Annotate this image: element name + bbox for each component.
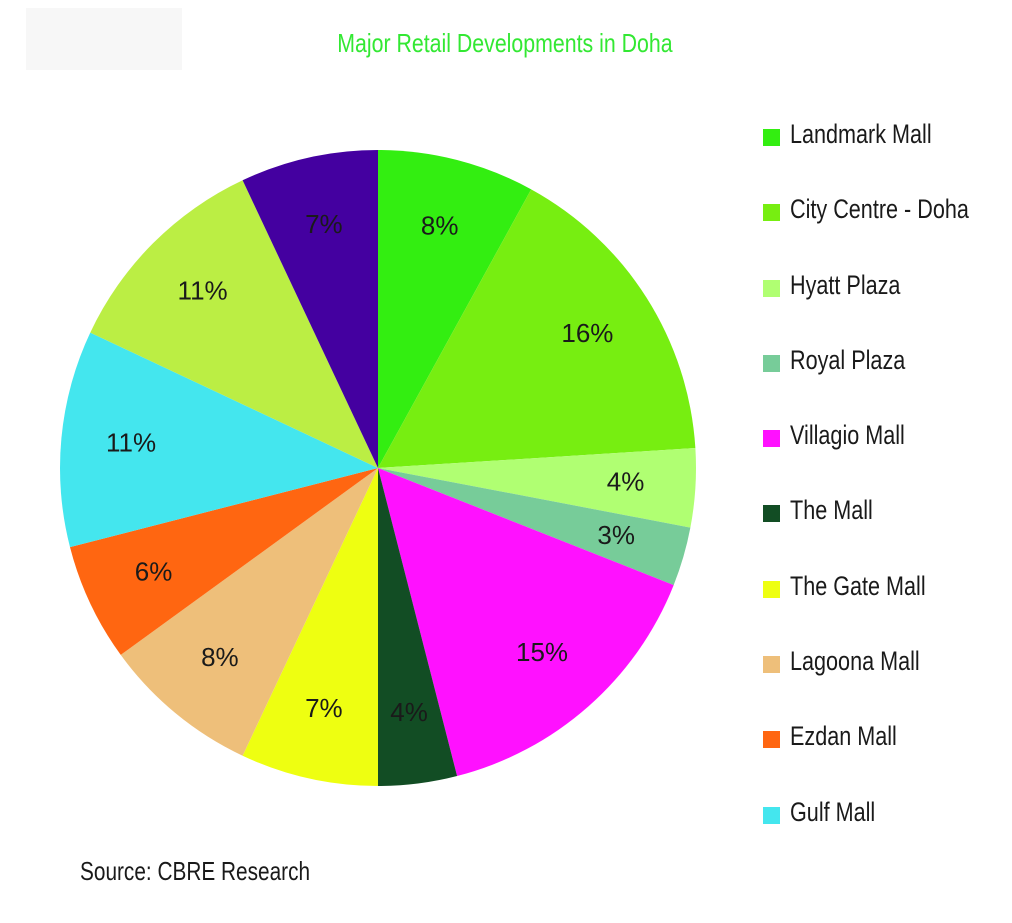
legend-label: Ezdan Mall [790, 721, 897, 752]
chart-title: Major Retail Developments in Doha [337, 28, 673, 58]
pie-slice-9 [69, 468, 379, 655]
slice-value-label-10: 11% [106, 428, 156, 458]
pie-slice-4 [378, 468, 691, 586]
legend-label: Landmark Mall [790, 119, 932, 149]
pie-slice-11 [90, 180, 378, 468]
slice-value-label-3: 4% [607, 466, 645, 496]
legend-label: The Gate Mall [790, 570, 926, 601]
pie-slice-10 [59, 332, 378, 548]
legend-item: Ezdan Mall [763, 718, 1012, 793]
slice-value-label-5: 15% [516, 637, 568, 667]
pie-slice-3 [378, 448, 696, 528]
legend-swatch [763, 354, 780, 372]
legend-item: Hyatt Plaza [763, 267, 1012, 342]
legend-swatch [763, 279, 780, 297]
legend: Landmark Mall City Centre - Doha Hyatt Pla… [763, 116, 1012, 869]
source-note: Source: CBRE Research [80, 856, 311, 886]
slice-value-label-2: 16% [561, 318, 613, 348]
legend-swatch [763, 505, 780, 523]
corner-placeholder [26, 8, 182, 70]
pie-slice-2 [378, 189, 696, 468]
legend-item: Gulf Mall [763, 794, 1012, 869]
legend-swatch [763, 806, 780, 824]
legend-label: Gulf Mall [790, 796, 876, 827]
legend-item: Lagoona Mall [763, 643, 1012, 718]
slice-value-label-1: 8% [421, 211, 459, 241]
legend-item: The Gate Mall [763, 568, 1012, 643]
pie-slice-12 [242, 150, 378, 468]
legend-label: The Mall [790, 495, 873, 526]
pie-slice-6 [378, 468, 458, 786]
pie-slice-7 [242, 468, 378, 786]
slice-value-label-9: 6% [135, 556, 173, 586]
legend-label: City Centre - Doha [790, 194, 969, 225]
legend-swatch [763, 656, 780, 674]
legend-label: Lagoona Mall [790, 646, 920, 677]
slice-value-label-6: 4% [390, 697, 428, 727]
legend-item: Landmark Mall [763, 116, 1012, 191]
slice-value-label-7: 7% [305, 693, 343, 723]
legend-item: Villagio Mall [763, 417, 1012, 492]
legend-item: Royal Plaza [763, 342, 1012, 417]
legend-swatch [763, 430, 780, 448]
legend-swatch [763, 580, 780, 598]
legend-swatch [763, 204, 780, 222]
slice-value-label-8: 8% [201, 642, 239, 672]
legend-item: City Centre - Doha [763, 191, 1012, 266]
pie-slice-8 [120, 468, 378, 756]
legend-item: The Mall [763, 492, 1012, 567]
legend-label: Hyatt Plaza [790, 269, 901, 300]
pie-slice-5 [378, 468, 674, 777]
legend-label: Royal Plaza [790, 344, 906, 375]
slice-value-label-12: 7% [305, 209, 343, 239]
pie-slice-1 [378, 150, 532, 468]
legend-label: Villagio Mall [790, 420, 905, 451]
legend-swatch [763, 129, 780, 146]
slice-value-label-4: 3% [597, 520, 635, 550]
slice-value-label-11: 11% [178, 275, 228, 305]
legend-swatch [763, 731, 780, 749]
